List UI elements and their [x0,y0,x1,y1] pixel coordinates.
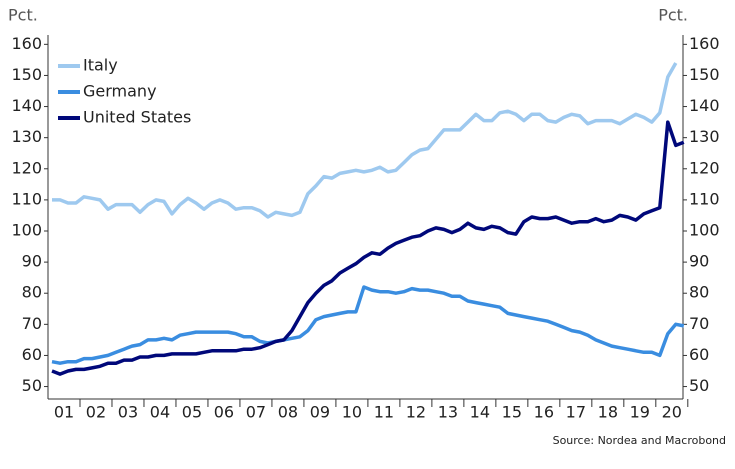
legend-label: Germany [83,82,157,101]
x-tick-label: 01 [54,403,74,422]
series-line [51,120,685,376]
y2-axis-label: Pct. [658,6,688,25]
source: Source: Nordea and Macrobond [553,434,726,447]
y-tick-label: 150 [11,65,42,84]
y2-tick-label: 140 [689,96,720,115]
y2-tick-label: 150 [689,65,720,84]
y2-tick-label: 120 [689,158,720,177]
x-tick-label: 04 [150,403,170,422]
x-tick-label: 13 [438,403,458,422]
x-tick-label: 03 [118,403,138,422]
x-tick-label: 09 [310,403,330,422]
legend-label: United States [83,108,191,127]
y2-tick-label: 100 [689,221,720,240]
x-tick-label: 14 [470,403,490,422]
x-tick-label: 10 [342,403,362,422]
y-tick-label: 100 [11,221,42,240]
y-tick-label: 140 [11,96,42,115]
y-tick-label: 50 [22,376,42,395]
y2-tick-label: 160 [689,34,720,53]
y-tick-label: 160 [11,34,42,53]
x-tick-label: 05 [182,403,202,422]
x-tick-label: 02 [86,403,106,422]
legend-label: Italy [83,56,118,75]
y-tick-label: 60 [22,345,42,364]
y-tick-label: 120 [11,158,42,177]
x-tick-label: 06 [214,403,234,422]
x-tick-label: 07 [246,403,266,422]
x-tick-label: 18 [598,403,618,422]
y-tick-label: 90 [22,252,42,271]
y2-tick-label: 130 [689,127,720,146]
y2-tick-label: 50 [689,376,709,395]
x-tick-label: 11 [374,403,394,422]
series-line [52,62,678,219]
y2-tick-label: 110 [689,189,720,208]
y2-tick-label: 90 [689,252,709,271]
x-tick-label: 12 [406,403,426,422]
y-axis-label: Pct. [8,6,38,25]
x-tick-label: 15 [502,403,522,422]
series-line [51,285,685,365]
y-tick-label: 80 [22,283,42,302]
x-tick-label: 20 [662,403,682,422]
y2-tick-label: 70 [689,314,709,333]
x-tick-label: 17 [566,403,586,422]
x-tick-label: 19 [630,403,650,422]
y-tick-label: 110 [11,189,42,208]
y-tick-label: 130 [11,127,42,146]
y2-tick-label: 60 [689,345,709,364]
y-tick-label: 70 [22,314,42,333]
y2-tick-label: 80 [689,283,709,302]
x-tick-label: 16 [534,403,554,422]
x-tick-label: 08 [278,403,298,422]
